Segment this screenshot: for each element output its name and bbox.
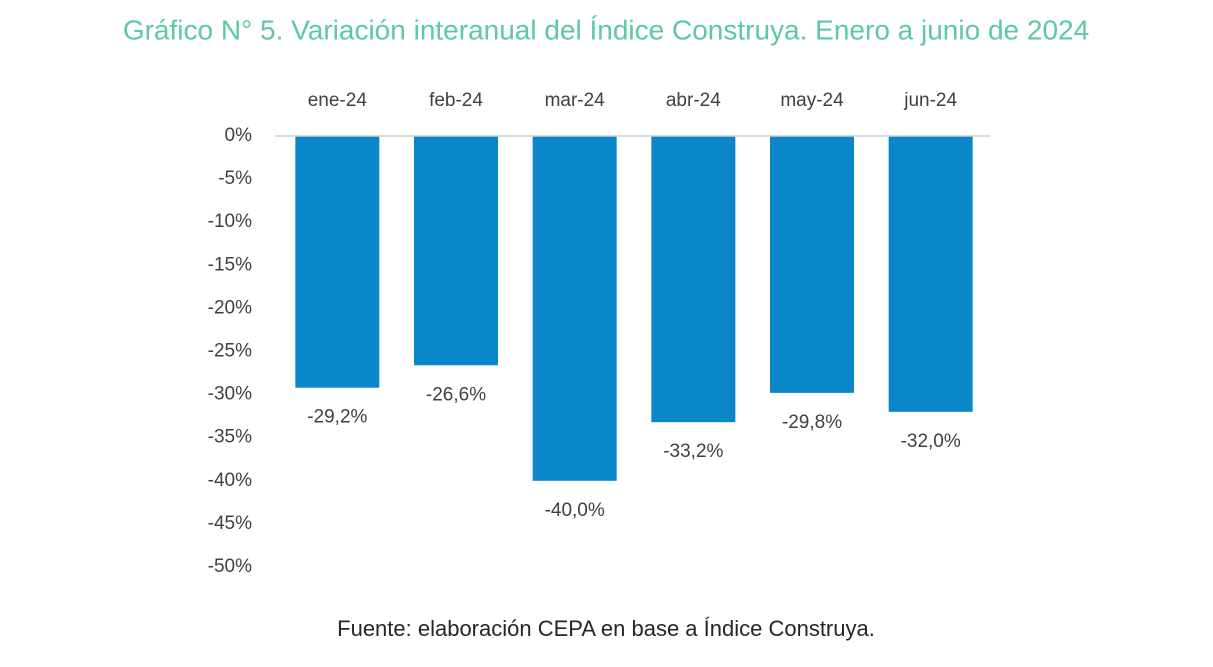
- bar: [770, 136, 854, 393]
- y-tick-label: 0%: [225, 125, 253, 146]
- bar: [888, 136, 973, 412]
- x-tick-label: jun-24: [903, 90, 957, 111]
- bar: [414, 136, 498, 366]
- value-label: -26,6%: [426, 384, 486, 405]
- value-label: -33,2%: [663, 441, 723, 462]
- y-tick-label: -25%: [208, 341, 252, 362]
- y-tick-label: -5%: [218, 168, 252, 189]
- chart-title: Gráfico N° 5. Variación interanual del Í…: [123, 14, 1089, 45]
- y-tick-label: -10%: [208, 211, 252, 232]
- bar: [651, 136, 736, 423]
- value-label: -40,0%: [545, 500, 605, 521]
- y-tick-label: -50%: [208, 556, 252, 577]
- x-tick-label: ene-24: [308, 90, 368, 111]
- value-label: -29,8%: [782, 412, 842, 433]
- x-tick-label: feb-24: [429, 90, 483, 111]
- x-tick-label: abr-24: [666, 90, 721, 111]
- x-tick-label: mar-24: [545, 90, 606, 111]
- bar: [532, 136, 617, 481]
- y-tick-label: -40%: [208, 470, 252, 491]
- value-label: -32,0%: [901, 431, 961, 452]
- y-tick-label: -35%: [208, 427, 252, 448]
- x-tick-label: may-24: [780, 90, 844, 111]
- y-tick-label: -30%: [208, 384, 252, 405]
- y-tick-label: -15%: [208, 254, 252, 275]
- value-label: -29,2%: [307, 407, 367, 428]
- bar: [295, 136, 380, 388]
- y-tick-label: -20%: [208, 297, 252, 318]
- y-tick-label: -45%: [208, 513, 252, 534]
- source-note: Fuente: elaboración CEPA en base a Índic…: [337, 616, 875, 641]
